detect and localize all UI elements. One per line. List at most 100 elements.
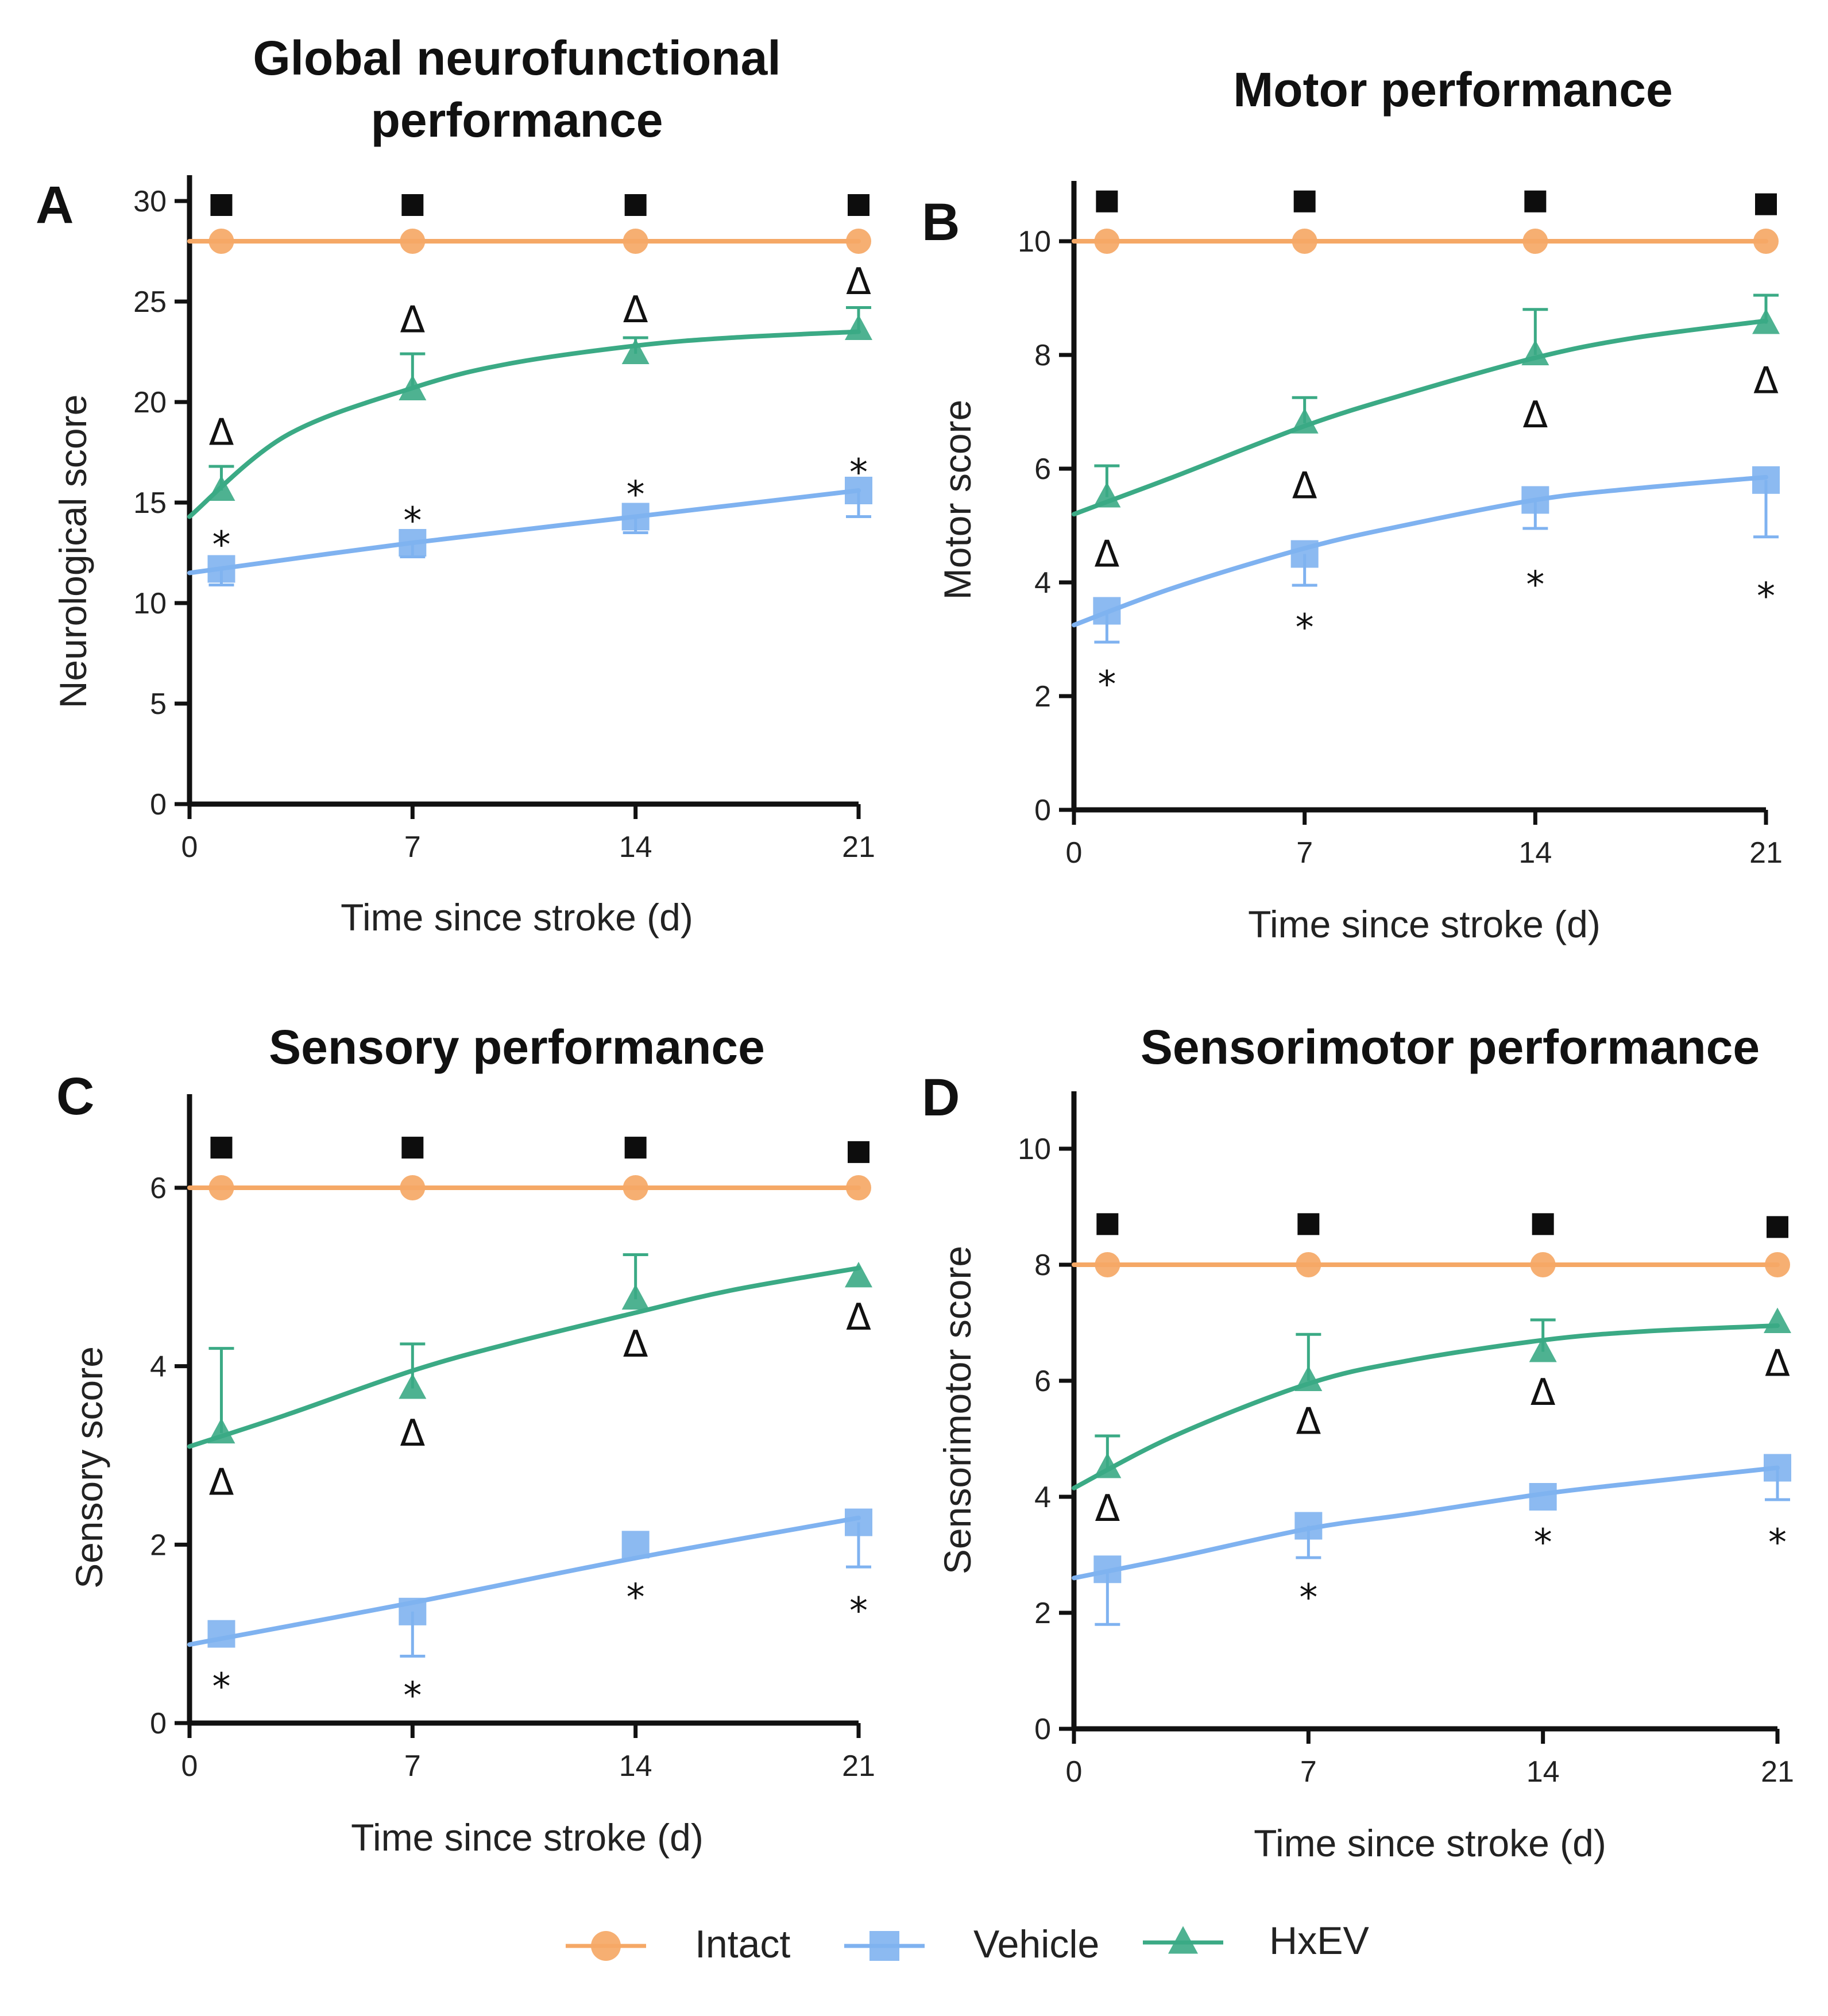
panel-a-intact-point: [846, 229, 871, 254]
panel-b-y-axis-label: Motor score: [936, 400, 979, 600]
panel-a-y-tick-label: 5: [150, 688, 167, 721]
panel-b-significance-square: [1293, 190, 1316, 213]
panel-a-hxev-point: [207, 475, 235, 501]
panel-d-significance-delta: Δ: [1296, 1401, 1321, 1443]
panel-a-title-line-1: Global neurofunctional: [253, 31, 780, 85]
panel-a-significance-delta: Δ: [623, 289, 648, 331]
panel-a-y-tick-label: 10: [133, 587, 167, 620]
panel-c-significance-square: [401, 1137, 424, 1159]
panel-b-intact-point: [1094, 229, 1120, 254]
panel-d-hxev-point: [1294, 1365, 1323, 1391]
panel-c-title: Sensory performance: [269, 1020, 765, 1074]
panel-d-significance-delta: Δ: [1765, 1343, 1790, 1385]
panel-label-c: C: [56, 1067, 94, 1126]
panel-c-y-tick-label: 2: [150, 1528, 167, 1562]
panel-c-hxev-fit-line: [187, 1265, 861, 1449]
panel-d-intact-point: [1530, 1252, 1556, 1277]
panel-b-intact-point: [1292, 229, 1317, 254]
panel-a-y-axis-label: Neurological score: [52, 395, 94, 709]
panel-c-x-tick-label: 0: [181, 1749, 198, 1783]
panel-b-vehicle-point: [1290, 540, 1319, 568]
panel-d-significance-delta: Δ: [1095, 1488, 1120, 1530]
panel-d-hxev-fit-line: [1072, 1323, 1780, 1490]
panel-a-hxev-point: [845, 314, 872, 340]
panel-c-significance-delta: Δ: [623, 1323, 648, 1366]
panel-d-y-tick-label: 4: [1034, 1481, 1051, 1514]
panel-b-significance-star: *: [1097, 663, 1116, 706]
panel-c-intact-point: [623, 1175, 648, 1200]
panel-c-significance-delta: Δ: [209, 1462, 234, 1504]
legend-item-intact: Intact: [566, 1922, 790, 1966]
panel-c-significance-star: *: [849, 1590, 868, 1632]
panel-d-significance-delta: Δ: [1531, 1372, 1556, 1414]
panel-b-significance-star: *: [1526, 564, 1544, 607]
panel-a-y-tick-label: 0: [150, 788, 167, 821]
panel-d-hxev-point: [1764, 1307, 1791, 1333]
panel-c-y-tick-label: 6: [150, 1172, 167, 1205]
panel-b-vehicle-point: [1093, 597, 1121, 625]
panel-c-significance-delta: Δ: [400, 1412, 425, 1455]
panel-b-x-tick-label: 21: [1749, 836, 1783, 870]
panel-c-y-tick-label: 0: [150, 1707, 167, 1740]
panel-d: D Sensorimotor performance Time since st…: [922, 1020, 1794, 1864]
panel-c-hxev-point: [207, 1418, 235, 1444]
panel-c-x-tick-label: 7: [404, 1749, 421, 1783]
panel-a-y-tick-label: 30: [133, 185, 167, 218]
panel-b-intact-point: [1753, 229, 1779, 254]
panel-c-vehicle-fit-line: [187, 1515, 861, 1647]
panel-a-significance-star: *: [627, 474, 645, 516]
panel-c-vehicle-point: [621, 1531, 650, 1559]
panel-b-hxev-point: [1752, 308, 1780, 334]
panel-d-significance-square: [1767, 1216, 1788, 1238]
panel-b-title: Motor performance: [1233, 63, 1672, 117]
panel-c-significance-square: [624, 1137, 647, 1159]
panel-b-y-tick-label: 0: [1034, 794, 1051, 827]
panel-c-y-tick-label: 4: [150, 1350, 167, 1384]
legend-marker-vehicle: [869, 1931, 899, 1961]
panel-d-x-tick-label: 21: [1761, 1755, 1794, 1789]
panel-a-y-tick-label: 15: [133, 486, 167, 520]
panel-d-significance-star: *: [1534, 1522, 1552, 1565]
panel-b-x-tick-label: 0: [1066, 836, 1083, 870]
panel-d-vehicle-point: [1529, 1483, 1557, 1511]
panel-c-intact-point: [400, 1175, 426, 1200]
panel-a-vehicle-point: [845, 477, 872, 504]
panel-a-y-tick-label: 25: [133, 285, 167, 319]
panel-d-x-tick-label: 14: [1526, 1755, 1560, 1789]
panel-b-hxev-fit-line: [1072, 318, 1768, 517]
panel-b-significance-square: [1524, 190, 1547, 213]
panel-c-vehicle-point: [399, 1597, 427, 1625]
panel-d-y-tick-label: 10: [1018, 1133, 1051, 1166]
panel-b-significance-delta: Δ: [1094, 534, 1119, 576]
panel-a-intact-point: [208, 229, 234, 254]
panel-a-vehicle-point: [621, 503, 650, 531]
panel-a-vehicle-point: [207, 555, 235, 583]
panel-d-hxev-point: [1093, 1453, 1122, 1478]
panel-c-y-axis-label: Sensory score: [68, 1346, 110, 1589]
panel-a-intact-point: [400, 229, 426, 254]
panel-c-significance-star: *: [403, 1675, 422, 1717]
legend-marker-intact: [591, 1931, 621, 1961]
panel-a-x-tick-label: 0: [181, 831, 198, 864]
panel-a-significance-star: *: [403, 500, 422, 543]
panel-c-x-axis-label: Time since stroke (d): [351, 1816, 704, 1859]
panel-b-vehicle-point: [1521, 486, 1549, 514]
panel-a-significance-delta: Δ: [400, 299, 425, 342]
panel-d-intact-point: [1095, 1252, 1120, 1277]
legend-item-hxev: HxEV: [1143, 1919, 1369, 1963]
panel-b-x-axis-label: Time since stroke (d): [1248, 903, 1601, 945]
panel-d-significance-square: [1532, 1213, 1554, 1235]
panel-b-significance-delta: Δ: [1753, 360, 1779, 403]
panel-d-significance-square: [1297, 1213, 1320, 1235]
panel-a-intact-point: [623, 229, 648, 254]
panel-c-significance-star: *: [212, 1666, 230, 1708]
panel-a-significance-star: *: [212, 524, 230, 567]
panel-a: A Global neurofunctional performance Tim…: [36, 31, 875, 939]
panel-d-vehicle-fit-line: [1072, 1465, 1780, 1581]
legend: Intact Vehicle HxEV: [566, 1919, 1369, 1966]
panel-d-intact-point: [1296, 1252, 1321, 1277]
panel-c-vehicle-point: [845, 1508, 872, 1536]
panel-b-significance-star: *: [1757, 576, 1775, 618]
panel-b-vehicle-fit-line: [1072, 474, 1768, 628]
panel-a-significance-square: [401, 194, 424, 216]
